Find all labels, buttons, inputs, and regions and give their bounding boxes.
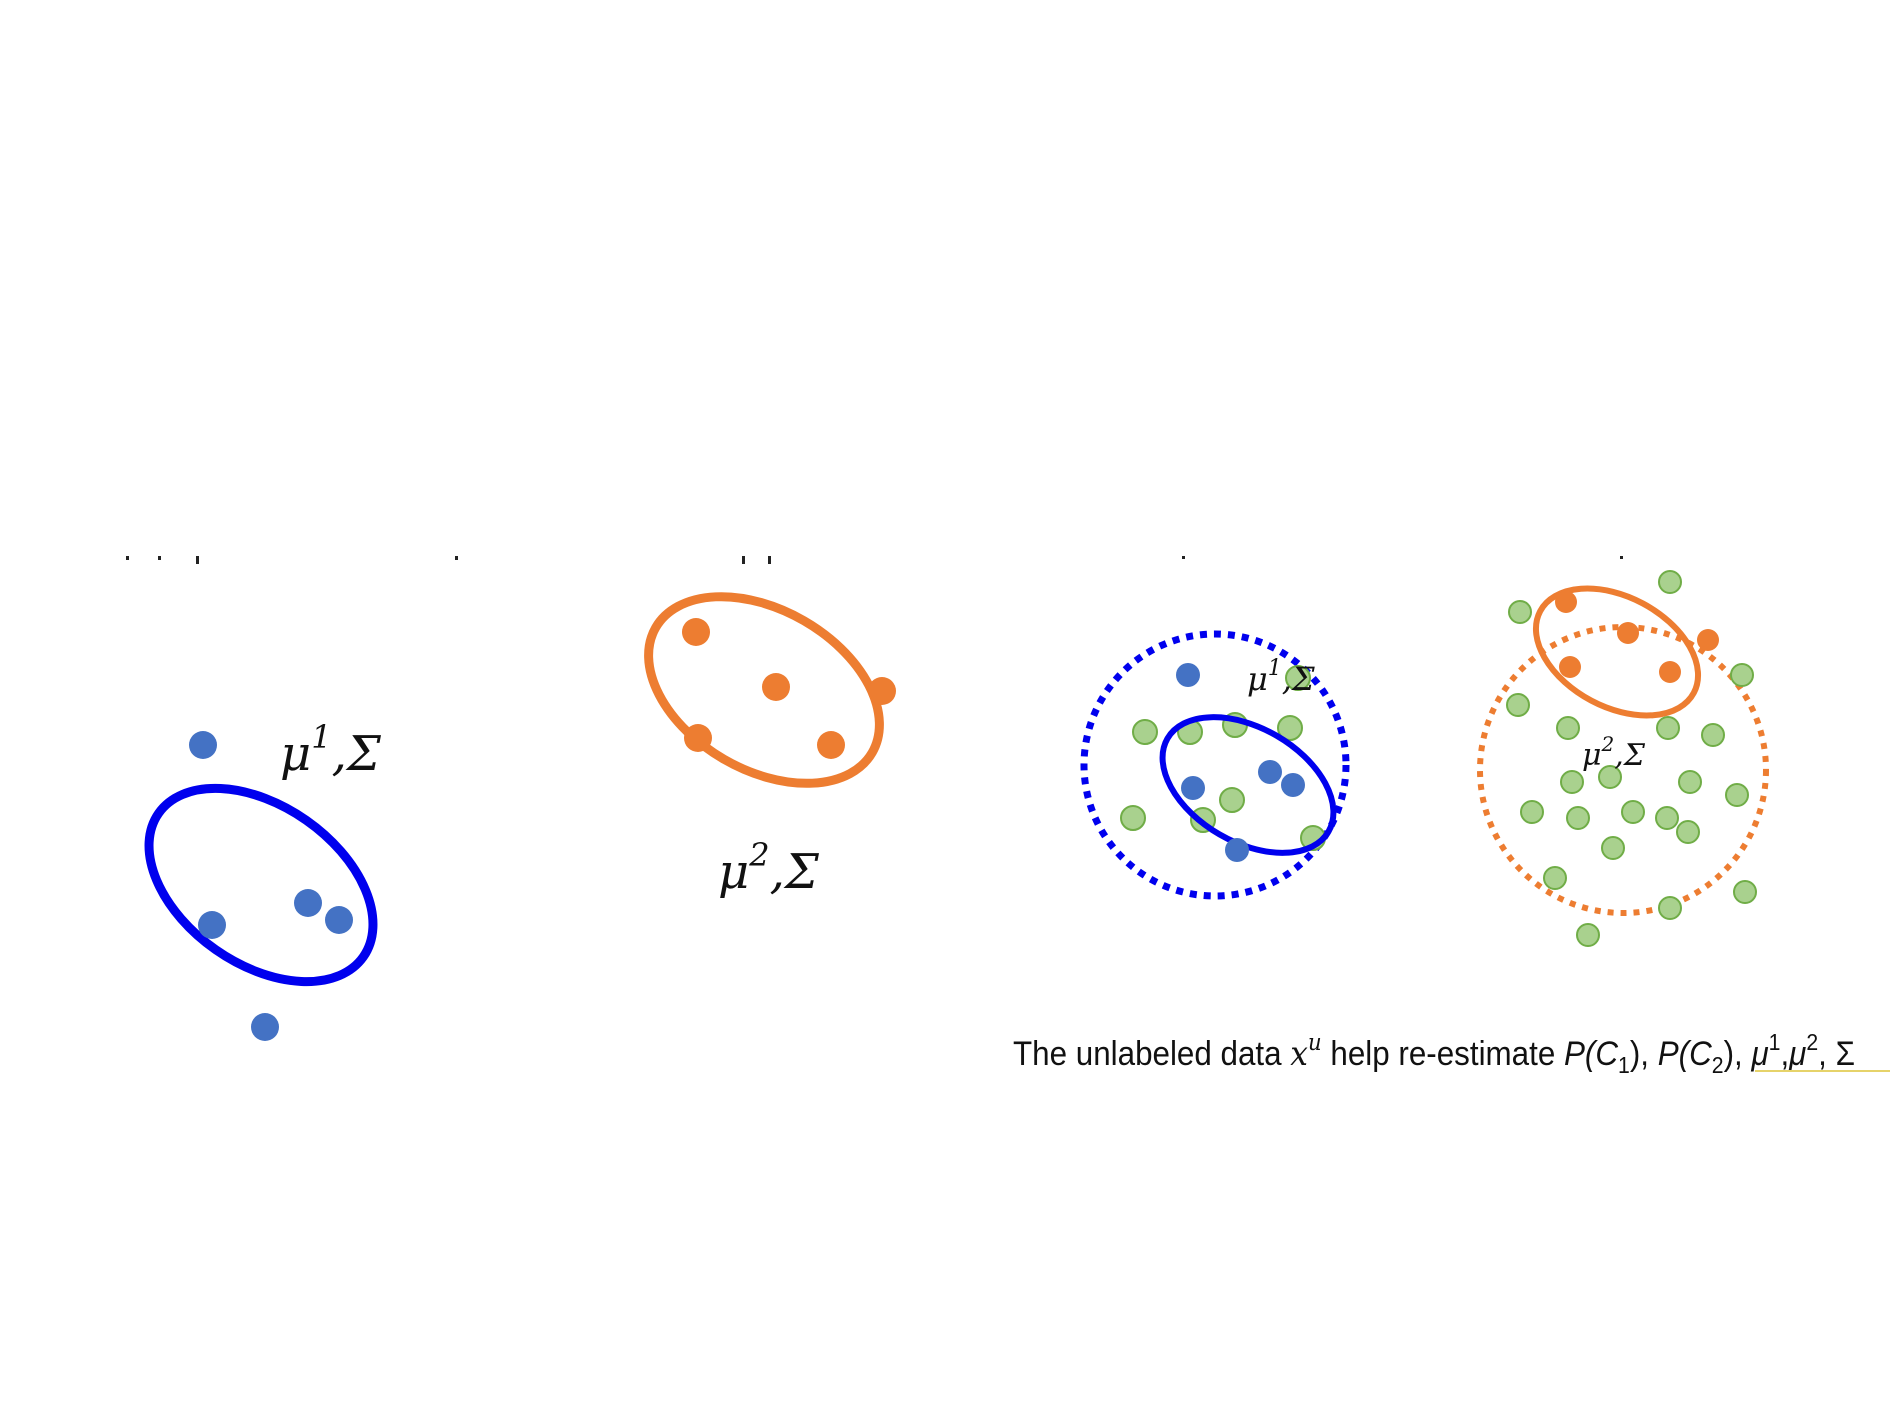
- class2-reestimated-dotted-circle: [1477, 624, 1769, 916]
- unlabeled-point: [1132, 719, 1158, 745]
- class2-gaussian-ellipse: [644, 592, 884, 788]
- unlabeled-point: [1701, 723, 1725, 747]
- unlabeled-point: [1658, 896, 1682, 920]
- class2-updated-param-label: μ2,Σ: [1582, 732, 1646, 773]
- unlabeled-point: [1621, 800, 1645, 824]
- unlabeled-point: [1566, 806, 1590, 830]
- panel-class2-with-unlabeled: μ2,Σ: [1477, 570, 1769, 947]
- class1-point: [1181, 776, 1205, 800]
- unlabeled-point: [1543, 866, 1567, 890]
- unlabeled-point: [1730, 663, 1754, 687]
- class1-reestimated-dotted-circle: [1080, 630, 1350, 900]
- class2-point: [1559, 656, 1581, 678]
- panel-class1-with-unlabeled: μ1,Σ: [1080, 630, 1350, 900]
- class2-point: [868, 677, 896, 705]
- class1-gaussian-ellipse-small: [1159, 714, 1337, 856]
- unlabeled-point: [1556, 716, 1580, 740]
- class1-point: [1281, 773, 1305, 797]
- unlabeled-point: [1520, 800, 1544, 824]
- unlabeled-point: [1733, 880, 1757, 904]
- unlabeled-point: [1678, 770, 1702, 794]
- caption: The unlabeled data xu help re-estimate P…: [1013, 1029, 1890, 1078]
- class1-point: [1176, 663, 1200, 687]
- class2-point: [1617, 622, 1639, 644]
- class1-point: [251, 1013, 279, 1041]
- caption-text: The unlabeled data xu help re-estimate P…: [1013, 1029, 1855, 1078]
- class1-point: [1225, 838, 1249, 862]
- class1-point: [294, 889, 322, 917]
- unlabeled-point: [1219, 787, 1245, 813]
- class1-updated-param-label: μ1,Σ: [1247, 656, 1315, 698]
- class2-points-panel4: [1555, 591, 1719, 683]
- class1-points-panel3: [1176, 663, 1305, 862]
- unlabeled-point: [1120, 805, 1146, 831]
- class2-point: [682, 618, 710, 646]
- unlabeled-point: [1676, 820, 1700, 844]
- class2-point: [762, 673, 790, 701]
- unlabeled-point: [1598, 765, 1622, 789]
- class1-gaussian-ellipse: [144, 783, 378, 987]
- class2-point: [817, 731, 845, 759]
- unlabeled-points-panel4: [1506, 570, 1757, 947]
- class1-point: [189, 731, 217, 759]
- class2-point: [1659, 661, 1681, 683]
- class2-gaussian-ellipse-small: [1532, 585, 1702, 719]
- top-artifact-marks: [126, 556, 1623, 564]
- unlabeled-point: [1658, 570, 1682, 594]
- class1-param-label: μ1,Σ: [280, 718, 382, 782]
- unlabeled-point: [1576, 923, 1600, 947]
- unlabeled-point: [1725, 783, 1749, 807]
- class2-param-label: μ2,Σ: [718, 836, 820, 900]
- unlabeled-point: [1506, 693, 1530, 717]
- class2-point: [1697, 629, 1719, 651]
- class2-points: [682, 618, 896, 759]
- class1-points: [189, 731, 353, 1041]
- class2-point: [684, 724, 712, 752]
- panel-class2-labeled: μ2,Σ: [644, 592, 896, 900]
- panel-class1-labeled: μ1,Σ: [144, 718, 382, 1041]
- unlabeled-point: [1560, 770, 1584, 794]
- unlabeled-point: [1656, 716, 1680, 740]
- unlabeled-point: [1285, 665, 1311, 691]
- unlabeled-point: [1601, 836, 1625, 860]
- unlabeled-point: [1655, 806, 1679, 830]
- class1-point: [198, 911, 226, 939]
- unlabeled-point: [1277, 715, 1303, 741]
- unlabeled-point: [1508, 600, 1532, 624]
- class1-point: [325, 906, 353, 934]
- class1-point: [1258, 760, 1282, 784]
- class2-point: [1555, 591, 1577, 613]
